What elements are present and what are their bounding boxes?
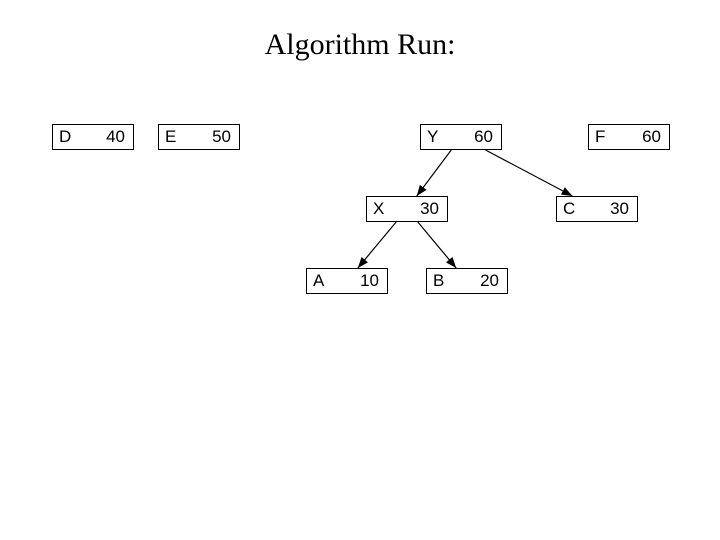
node-value: 50 (176, 125, 239, 149)
node-d: D40 (52, 124, 134, 150)
edge-y-c (486, 150, 573, 196)
node-c: C30 (556, 196, 638, 222)
node-label: F (589, 125, 605, 149)
node-value: 10 (324, 269, 387, 293)
node-label: B (427, 269, 444, 293)
edge-x-b (418, 222, 456, 268)
node-value: 30 (575, 197, 637, 221)
edge-x-a (358, 222, 396, 268)
node-b: B20 (426, 268, 508, 294)
node-value: 60 (605, 125, 669, 149)
node-value: 30 (384, 197, 447, 221)
node-value: 60 (438, 125, 501, 149)
node-e: E50 (158, 124, 240, 150)
node-label: Y (421, 125, 438, 149)
node-a: A10 (306, 268, 388, 294)
node-label: E (159, 125, 176, 149)
node-f: F60 (588, 124, 670, 150)
node-value: 40 (71, 125, 133, 149)
page-title: Algorithm Run: (0, 28, 720, 62)
node-label: X (367, 197, 384, 221)
node-x: X30 (366, 196, 448, 222)
edge-y-x (417, 150, 452, 196)
node-label: D (53, 125, 71, 149)
node-y: Y60 (420, 124, 502, 150)
node-value: 20 (444, 269, 507, 293)
node-label: C (557, 197, 575, 221)
node-label: A (307, 269, 324, 293)
